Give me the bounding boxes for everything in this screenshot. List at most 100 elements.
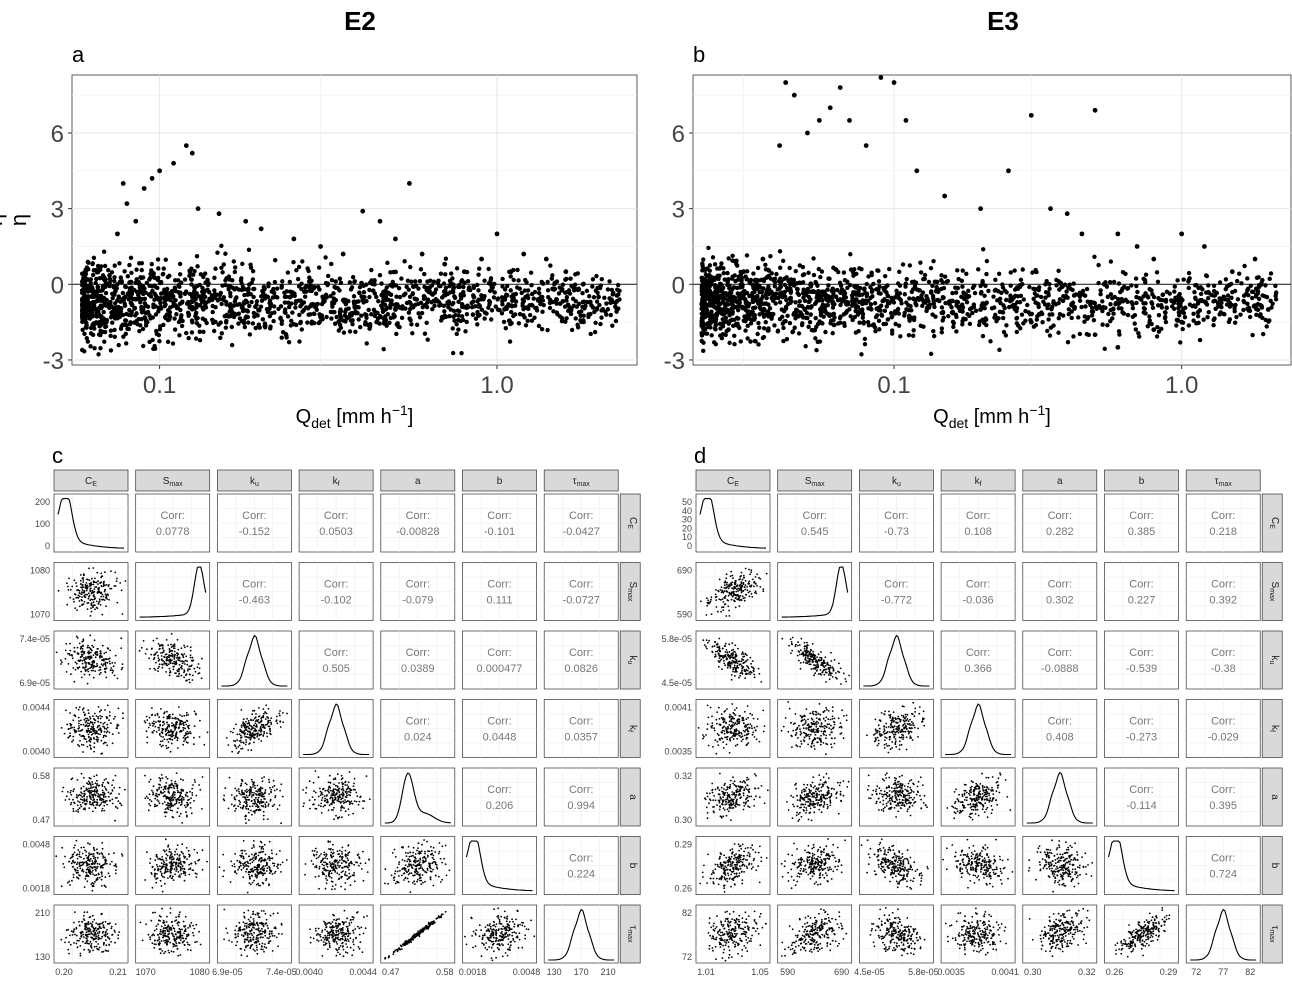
point (834, 267, 839, 272)
point (111, 283, 116, 289)
point (394, 294, 399, 299)
point (830, 330, 835, 336)
point (161, 732, 164, 735)
point (161, 740, 164, 742)
point (140, 275, 146, 280)
point (856, 289, 861, 294)
title-right: E3 (987, 6, 1019, 36)
point (87, 736, 90, 739)
point (1154, 334, 1160, 339)
point (993, 312, 998, 317)
point (393, 302, 399, 307)
point (185, 679, 188, 682)
point (170, 652, 173, 655)
point (161, 663, 164, 666)
point (547, 305, 553, 311)
point (462, 280, 467, 285)
point (863, 290, 868, 296)
data-point (1006, 168, 1011, 174)
point (874, 313, 880, 318)
point (129, 270, 134, 276)
point (220, 270, 225, 275)
point (904, 300, 909, 305)
pair-cell: Corr:-0.0427 (543, 493, 619, 553)
point (836, 321, 841, 326)
point (739, 275, 745, 281)
point (85, 339, 91, 344)
point (81, 283, 86, 289)
point (70, 673, 72, 676)
point (761, 326, 767, 331)
y-tick-label: 0 (51, 272, 64, 299)
point (106, 267, 111, 273)
point (1015, 300, 1020, 305)
point (714, 294, 719, 300)
point (172, 285, 178, 290)
point (441, 289, 447, 294)
data-point (216, 211, 222, 217)
point (613, 318, 619, 324)
point (149, 261, 154, 267)
point (72, 719, 75, 722)
point (85, 582, 88, 584)
data-point (878, 75, 884, 80)
point (256, 735, 259, 738)
point (1076, 315, 1081, 320)
point (175, 660, 178, 663)
point (221, 297, 226, 302)
point (1176, 301, 1181, 307)
point (852, 314, 858, 320)
point (594, 273, 599, 279)
point (100, 739, 103, 742)
data-point (1202, 244, 1207, 249)
point (782, 319, 787, 324)
point (257, 308, 262, 313)
point (91, 662, 94, 664)
point (112, 263, 117, 268)
point (149, 724, 152, 726)
point (67, 585, 69, 588)
point (97, 275, 103, 281)
point (367, 280, 373, 285)
point (161, 651, 164, 654)
point (112, 665, 115, 668)
point (580, 290, 585, 296)
point (388, 305, 393, 310)
point (523, 277, 528, 283)
point (980, 281, 985, 287)
point (179, 714, 181, 716)
point (89, 738, 91, 741)
point (291, 260, 296, 265)
point (87, 729, 90, 732)
point (110, 309, 115, 315)
point (594, 307, 599, 312)
point (857, 320, 862, 325)
point (404, 300, 410, 306)
point (88, 582, 91, 585)
point (109, 587, 111, 590)
point (109, 662, 111, 665)
point (556, 291, 562, 296)
point (182, 726, 185, 729)
point (1117, 332, 1122, 337)
point (106, 726, 109, 729)
point (137, 328, 142, 334)
data-point (115, 231, 120, 237)
point (313, 291, 319, 296)
point (81, 589, 84, 591)
point (105, 728, 108, 730)
point (1111, 311, 1116, 316)
point (115, 727, 118, 730)
point (451, 300, 456, 306)
point (540, 281, 546, 286)
point (166, 727, 168, 730)
point (73, 646, 76, 649)
point (998, 300, 1003, 306)
point (141, 343, 146, 349)
point (755, 265, 761, 271)
point (560, 299, 566, 304)
point (189, 668, 191, 671)
point (282, 712, 284, 714)
data-point (124, 201, 130, 207)
